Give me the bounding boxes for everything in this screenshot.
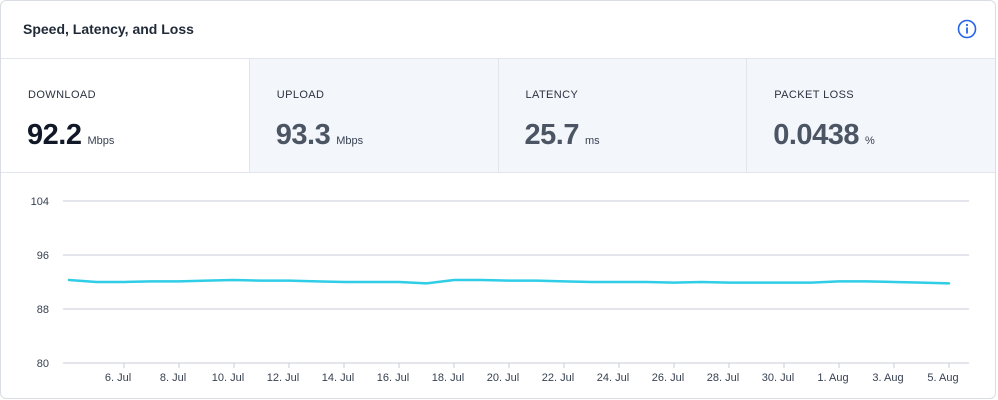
metric-tab-upload[interactable]: UPLOAD 93.3 Mbps bbox=[248, 59, 498, 172]
x-tick-label: 30. Jul bbox=[762, 372, 794, 384]
metric-unit: Mbps bbox=[336, 135, 364, 147]
x-tick-label: 1. Aug bbox=[817, 372, 848, 384]
metric-unit: Mbps bbox=[87, 135, 115, 147]
metric-value: 0.0438 bbox=[773, 119, 859, 151]
metric-label: LATENCY bbox=[525, 89, 579, 101]
x-tick-label: 6. Jul bbox=[105, 372, 131, 384]
metric-value: 93.3 bbox=[275, 119, 331, 151]
x-tick-label: 8. Jul bbox=[160, 372, 186, 384]
x-tick-label: 10. Jul bbox=[212, 372, 244, 384]
y-tick-label: 80 bbox=[37, 358, 49, 370]
metric-tab-download[interactable]: DOWNLOAD 92.2 Mbps bbox=[1, 59, 249, 172]
metric-value: 25.7 bbox=[524, 119, 580, 151]
metric-value: 92.2 bbox=[27, 119, 82, 151]
x-tick-label: 20. Jul bbox=[487, 372, 519, 384]
x-tick-label: 24. Jul bbox=[597, 372, 629, 384]
metrics-tabs: DOWNLOAD 92.2 Mbps UPLOAD 93.3 Mbps LATENC… bbox=[1, 59, 995, 173]
x-tick-label: 28. Jul bbox=[707, 372, 739, 384]
x-tick-label: 14. Jul bbox=[322, 372, 354, 384]
x-tick-label: 3. Aug bbox=[872, 372, 903, 384]
x-tick-label: 12. Jul bbox=[267, 372, 299, 384]
metric-unit: ms bbox=[584, 135, 600, 147]
y-tick-label: 96 bbox=[37, 250, 49, 262]
metric-label: PACKET LOSS bbox=[774, 89, 855, 101]
x-tick-label: 18. Jul bbox=[432, 372, 464, 384]
info-icon[interactable] bbox=[957, 19, 977, 39]
y-tick-label: 88 bbox=[37, 304, 49, 316]
metric-tab-packet-loss[interactable]: PACKET LOSS 0.0438% bbox=[746, 59, 995, 172]
metric-unit: % bbox=[864, 135, 875, 147]
x-tick-label: 26. Jul bbox=[652, 372, 684, 384]
y-tick-label: 104 bbox=[31, 196, 49, 208]
x-tick-label: 22. Jul bbox=[542, 372, 574, 384]
card-header: Speed, Latency, and Loss bbox=[1, 1, 995, 59]
metric-label: UPLOAD bbox=[276, 89, 325, 101]
x-tick-label: 16. Jul bbox=[377, 372, 409, 384]
chart-area: 104 96 88 80 6. Jul 8. Jul 10. Jul 12. Jul 14. J… bbox=[1, 173, 995, 398]
card-title: Speed, Latency, and Loss bbox=[23, 21, 194, 37]
download-series-line bbox=[67, 278, 951, 285]
download-line-chart: 104 96 88 80 6. Jul 8. Jul 10. Jul 12. Jul 14. J… bbox=[31, 196, 969, 384]
metric-tab-latency[interactable]: LATENCY 25.7 ms bbox=[497, 59, 747, 172]
metric-label: DOWNLOAD bbox=[28, 89, 96, 101]
x-tick-label: 5. Aug bbox=[927, 372, 958, 384]
